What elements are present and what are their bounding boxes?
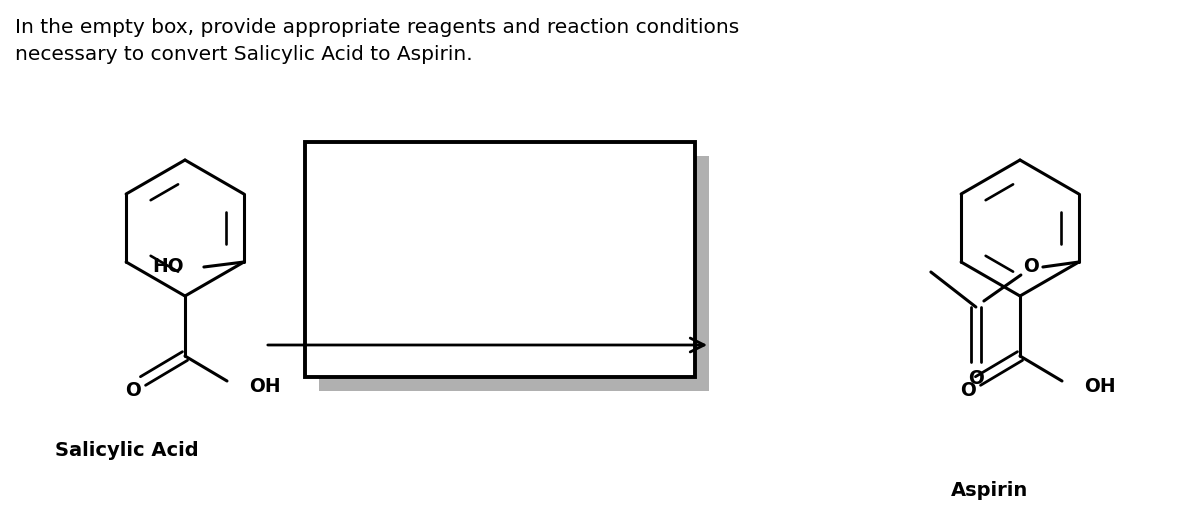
Text: OH: OH — [250, 376, 281, 396]
Text: O: O — [960, 382, 976, 401]
Text: O: O — [968, 369, 984, 388]
Text: In the empty box, provide appropriate reagents and reaction conditions
necessary: In the empty box, provide appropriate re… — [14, 18, 739, 64]
Bar — [305, 142, 695, 377]
Text: OH: OH — [1084, 376, 1116, 396]
Text: Aspirin: Aspirin — [952, 480, 1028, 499]
Text: O: O — [125, 382, 140, 401]
Bar — [319, 156, 709, 391]
Text: O: O — [1022, 257, 1039, 277]
Text: HO: HO — [152, 257, 184, 277]
Text: Salicylic Acid: Salicylic Acid — [55, 440, 199, 460]
